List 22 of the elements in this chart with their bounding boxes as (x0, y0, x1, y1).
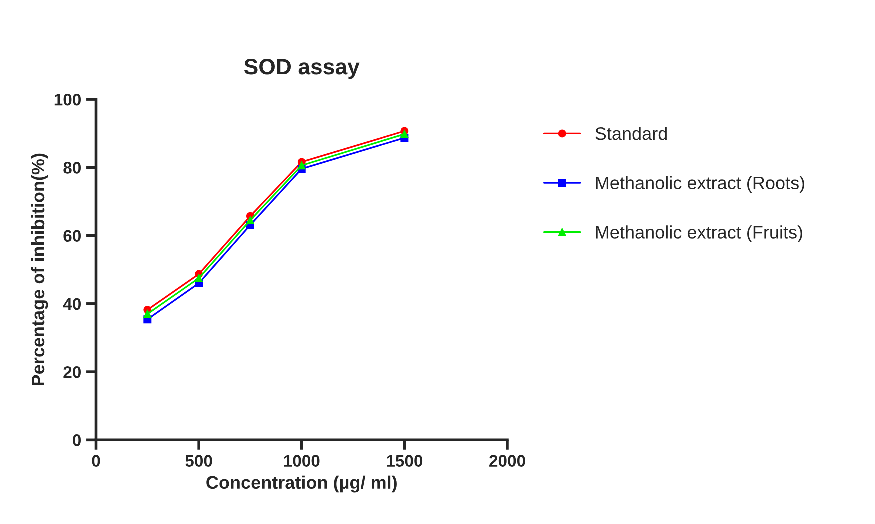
x-tick-label: 1000 (284, 455, 320, 467)
y-tick-label: 40 (63, 298, 81, 310)
x-tick-label: 1500 (387, 455, 423, 467)
chart-title: SOD assay (244, 59, 360, 80)
point (246, 216, 254, 224)
legend-label: Standard (596, 126, 667, 140)
point (298, 162, 306, 170)
x-tick-label: 500 (186, 455, 212, 467)
point (144, 310, 152, 318)
y-tick-label: 80 (64, 162, 81, 174)
y-tick-label: 100 (54, 94, 81, 106)
legend-label: Methanolic extract (Roots) (596, 176, 804, 194)
point (400, 130, 409, 138)
y-axis-title: Percentage of inhibition(%) (31, 154, 48, 386)
point (195, 274, 204, 282)
x-tick-label: 0 (92, 455, 100, 467)
x-axis-title: Concentration (µg/ ml) (206, 476, 397, 493)
y-tick-label: 60 (64, 230, 81, 242)
y-tick-label: 20 (64, 366, 81, 378)
y-tick-label: 0 (73, 434, 81, 446)
legend-label: Methanolic extract (Fruits) (596, 226, 802, 242)
x-tick-label: 2000 (490, 455, 526, 467)
